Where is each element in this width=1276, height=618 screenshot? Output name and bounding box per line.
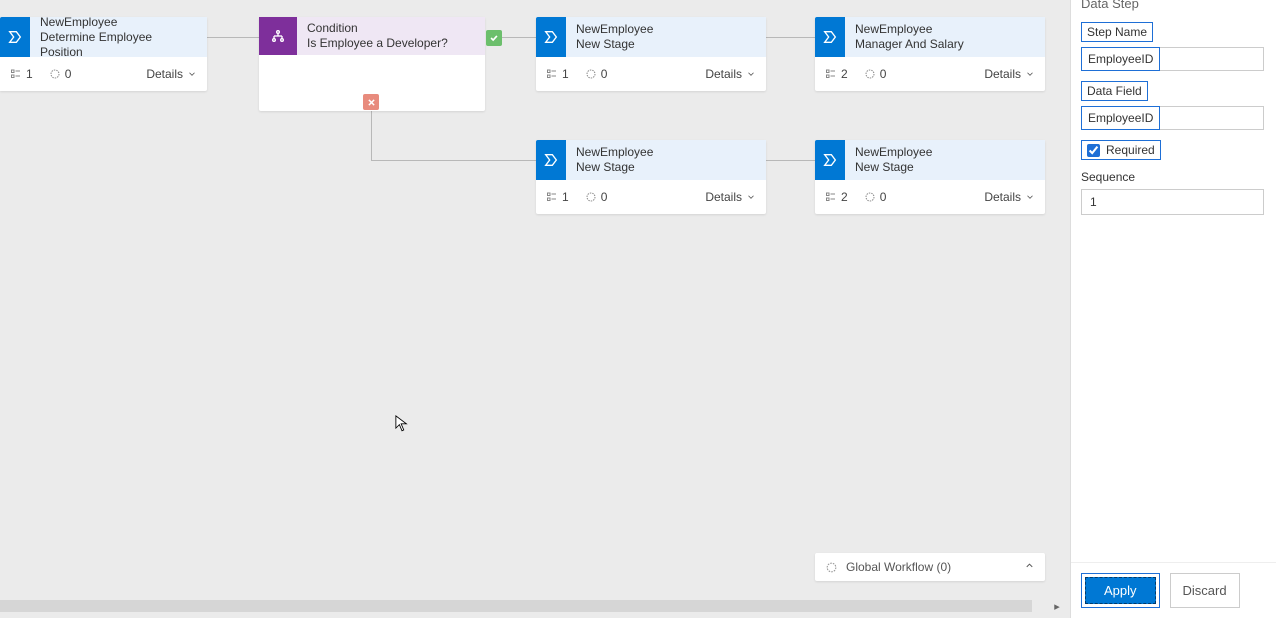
duration-metric: 0 xyxy=(864,190,887,204)
connector xyxy=(766,160,815,161)
steps-metric: 2 xyxy=(825,67,848,81)
stage-icon xyxy=(0,17,30,57)
data-field-input[interactable]: EmployeeID xyxy=(1081,106,1160,130)
stage-icon xyxy=(815,17,845,57)
stage-node-manager-salary[interactable]: NewEmployee Manager And Salary 2 0 Detai… xyxy=(815,17,1045,91)
node-title: NewEmployee xyxy=(855,22,1035,37)
node-subtitle: New Stage xyxy=(576,160,756,175)
duration-metric: 0 xyxy=(585,190,608,204)
step-name-input-ext[interactable] xyxy=(1160,47,1264,71)
required-checkbox-row[interactable]: Required xyxy=(1081,140,1161,160)
chevron-up-icon xyxy=(1024,560,1035,574)
details-toggle[interactable]: Details xyxy=(705,67,756,81)
horizontal-scrollbar[interactable] xyxy=(0,600,1032,612)
properties-panel: Data Step Step Name EmployeeID Data Fiel… xyxy=(1070,0,1276,618)
details-toggle[interactable]: Details xyxy=(146,67,197,81)
global-workflow-label: Global Workflow (0) xyxy=(846,560,951,574)
node-title: NewEmployee xyxy=(576,145,756,160)
panel-header: Data Step xyxy=(1081,0,1264,16)
connector xyxy=(371,160,536,161)
details-toggle[interactable]: Details xyxy=(705,190,756,204)
condition-icon xyxy=(259,17,297,55)
condition-yes-badge xyxy=(486,30,502,46)
duration-metric: 0 xyxy=(49,67,72,81)
step-name-label: Step Name xyxy=(1081,22,1153,42)
sequence-input[interactable] xyxy=(1081,189,1264,215)
node-subtitle: New Stage xyxy=(576,37,756,52)
condition-no-badge xyxy=(363,94,379,110)
workflow-icon xyxy=(825,561,838,574)
scroll-right-arrow[interactable]: ▸ xyxy=(1050,600,1064,612)
details-toggle[interactable]: Details xyxy=(984,190,1035,204)
node-title: NewEmployee xyxy=(40,15,197,30)
stage-icon xyxy=(536,17,566,57)
sequence-label: Sequence xyxy=(1081,170,1264,184)
stage-node-new-stage-1[interactable]: NewEmployee New Stage 1 0 Details xyxy=(536,17,766,91)
condition-title: Condition xyxy=(307,21,475,36)
duration-metric: 0 xyxy=(585,67,608,81)
stage-node-new-stage-2[interactable]: NewEmployee New Stage 1 0 Details xyxy=(536,140,766,214)
steps-metric: 1 xyxy=(546,67,569,81)
condition-subtitle: Is Employee a Developer? xyxy=(307,36,475,51)
step-name-input[interactable]: EmployeeID xyxy=(1081,47,1160,71)
apply-button[interactable]: Apply xyxy=(1085,577,1156,604)
node-subtitle: Manager And Salary xyxy=(855,37,1035,52)
connector xyxy=(502,37,536,38)
required-checkbox[interactable] xyxy=(1087,144,1100,157)
node-subtitle: Determine Employee Position xyxy=(40,30,197,60)
stage-node-determine-position[interactable]: NewEmployee Determine Employee Position … xyxy=(0,17,207,91)
required-label: Required xyxy=(1106,143,1155,157)
apply-button-highlight: Apply xyxy=(1081,573,1160,608)
steps-metric: 1 xyxy=(10,67,33,81)
duration-metric: 0 xyxy=(864,67,887,81)
mouse-cursor xyxy=(395,415,409,433)
data-field-input-ext[interactable] xyxy=(1160,106,1264,130)
data-field-label: Data Field xyxy=(1081,81,1148,101)
node-title: NewEmployee xyxy=(576,22,756,37)
workflow-canvas[interactable]: NewEmployee Determine Employee Position … xyxy=(0,0,1070,600)
steps-metric: 1 xyxy=(546,190,569,204)
steps-metric: 2 xyxy=(825,190,848,204)
node-subtitle: New Stage xyxy=(855,160,1035,175)
connector xyxy=(766,37,815,38)
connector xyxy=(207,37,259,38)
stage-icon xyxy=(815,140,845,180)
stage-icon xyxy=(536,140,566,180)
discard-button[interactable]: Discard xyxy=(1170,573,1240,608)
global-workflow-bar[interactable]: Global Workflow (0) xyxy=(815,553,1045,581)
node-title: NewEmployee xyxy=(855,145,1035,160)
details-toggle[interactable]: Details xyxy=(984,67,1035,81)
stage-node-new-stage-3[interactable]: NewEmployee New Stage 2 0 Details xyxy=(815,140,1045,214)
